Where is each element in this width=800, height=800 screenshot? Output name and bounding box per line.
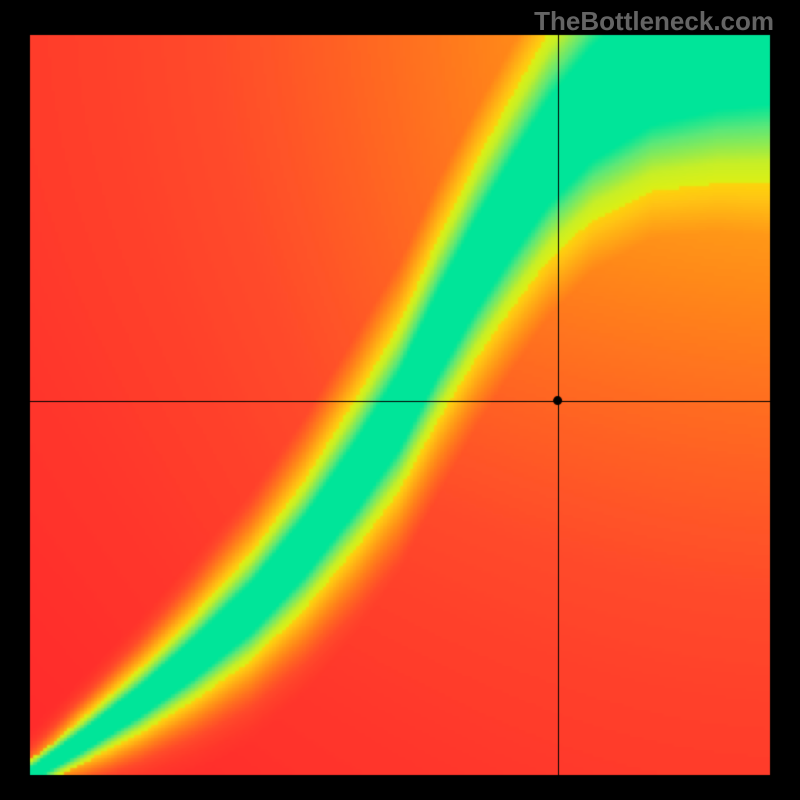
bottleneck-heatmap (0, 0, 800, 800)
chart-container: TheBottleneck.com (0, 0, 800, 800)
watermark-text: TheBottleneck.com (534, 6, 774, 37)
